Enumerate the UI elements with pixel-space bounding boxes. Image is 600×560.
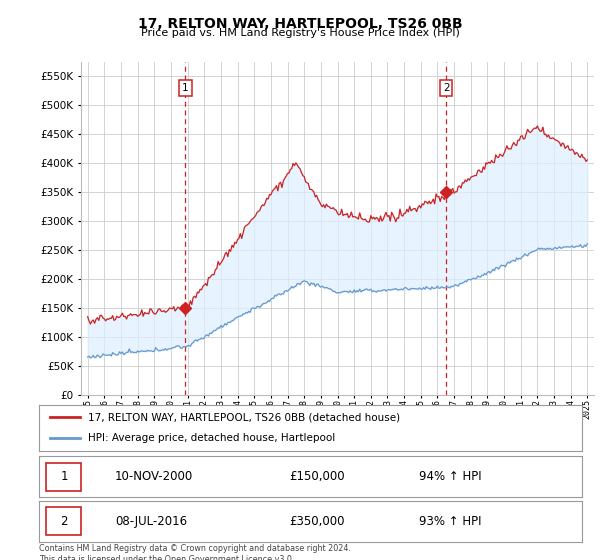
Text: Price paid vs. HM Land Registry's House Price Index (HPI): Price paid vs. HM Land Registry's House … [140,28,460,38]
Text: Contains HM Land Registry data © Crown copyright and database right 2024.
This d: Contains HM Land Registry data © Crown c… [39,544,351,560]
Text: 10-NOV-2000: 10-NOV-2000 [115,470,193,483]
Text: 2: 2 [60,515,68,528]
Text: 17, RELTON WAY, HARTLEPOOL, TS26 0BB: 17, RELTON WAY, HARTLEPOOL, TS26 0BB [137,17,463,31]
Text: 1: 1 [182,83,189,92]
Text: £150,000: £150,000 [289,470,344,483]
Text: 17, RELTON WAY, HARTLEPOOL, TS26 0BB (detached house): 17, RELTON WAY, HARTLEPOOL, TS26 0BB (de… [88,412,400,422]
Text: HPI: Average price, detached house, Hartlepool: HPI: Average price, detached house, Hart… [88,433,335,444]
Text: 2: 2 [443,83,449,92]
FancyBboxPatch shape [46,463,82,491]
Text: 93% ↑ HPI: 93% ↑ HPI [419,515,482,528]
Text: 94% ↑ HPI: 94% ↑ HPI [419,470,482,483]
Text: 08-JUL-2016: 08-JUL-2016 [115,515,187,528]
FancyBboxPatch shape [46,507,82,535]
Text: £350,000: £350,000 [289,515,344,528]
Text: 1: 1 [60,470,68,483]
